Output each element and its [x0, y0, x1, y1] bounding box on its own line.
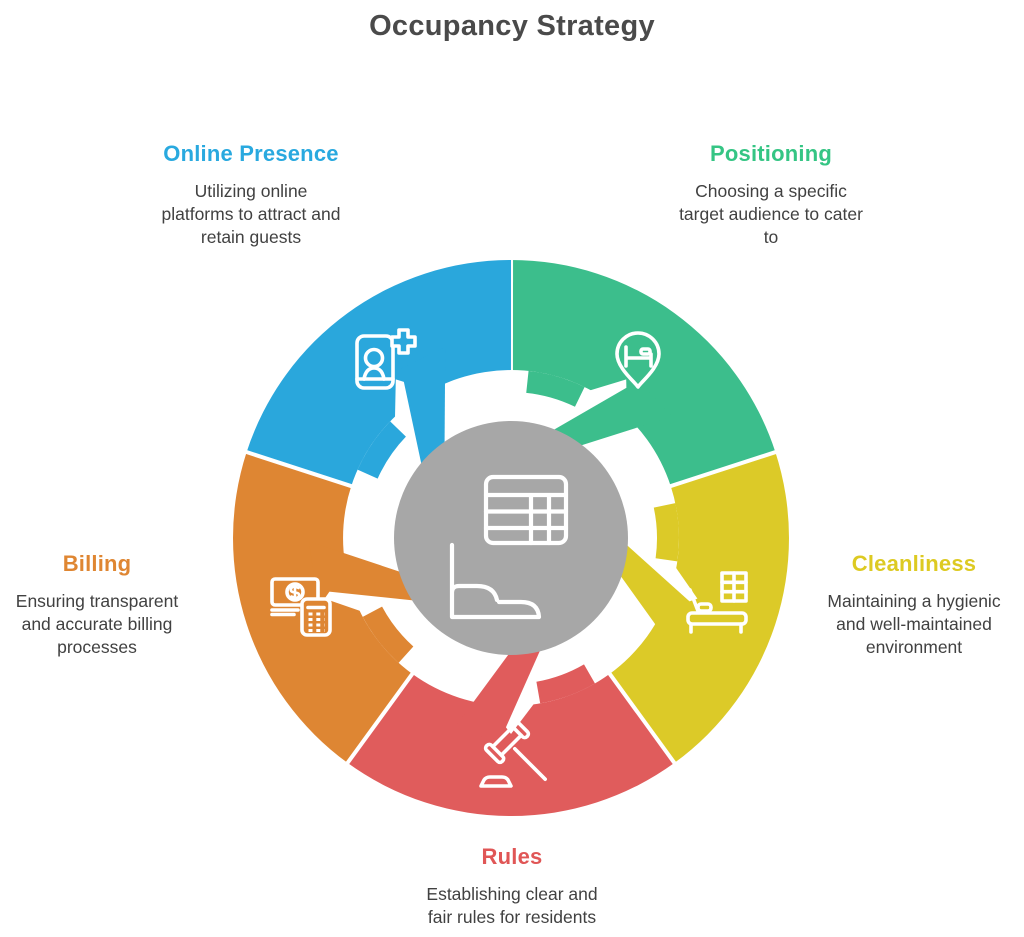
- description-line: retain guests: [200, 227, 302, 248]
- pin-outline: [615, 331, 661, 389]
- description-line: to: [763, 227, 779, 248]
- description-line: platforms to attract and: [161, 204, 341, 225]
- group-title: Online Presence: [163, 141, 339, 166]
- guest-shoulders: [362, 366, 386, 381]
- bed-icon: [449, 542, 542, 620]
- group-description: Choosing a specific target audience to c…: [642, 180, 900, 249]
- gavel-base: [479, 775, 513, 788]
- group-title: Cleanliness: [851, 551, 977, 576]
- window-grid: [720, 571, 748, 603]
- guest-card-outline: [355, 334, 395, 390]
- money-calculator-icon: [270, 577, 332, 637]
- page-title: Occupancy Strategy: [369, 10, 655, 42]
- bed-legs: [689, 622, 743, 634]
- group-title: Positioning: [710, 141, 832, 166]
- bed-window-icon: [686, 571, 748, 634]
- group-title: Billing: [62, 551, 132, 576]
- center-circle: [394, 421, 628, 655]
- banknote-stack-lines: [270, 608, 300, 617]
- pin-bed-lines: [624, 345, 653, 368]
- calculator-keys: [308, 612, 325, 632]
- label-cleanliness: Cleanliness Maintaining a hygienic and w…: [804, 551, 1024, 659]
- pin-bed-pillow: [639, 347, 652, 356]
- group-description: Ensuring transparent and accurate billin…: [0, 590, 194, 659]
- dollar-circle: [285, 582, 305, 602]
- description-line: target audience to cater: [679, 204, 863, 225]
- gavel-head: [483, 717, 547, 781]
- plus-icon: [390, 328, 417, 355]
- label-rules: Rules Establishing clear and fair rules …: [368, 844, 656, 929]
- description-line: environment: [865, 637, 963, 658]
- banknote-outline: [270, 577, 320, 607]
- description-line: Maintaining a hygienic: [827, 591, 1001, 611]
- dollar-sign: [289, 584, 301, 600]
- gavel-handle: [512, 746, 547, 781]
- description-line: and well-maintained: [836, 614, 992, 635]
- bed-location-pin-icon: [615, 331, 661, 389]
- description-line: Utilizing online: [194, 181, 308, 201]
- gavel-icon: [479, 717, 547, 788]
- description-line: fair rules for residents: [427, 907, 597, 928]
- group-description: Establishing clear and fair rules for re…: [368, 883, 656, 929]
- label-billing: Billing Ensuring transparent and accurat…: [0, 551, 194, 659]
- description-line: Ensuring transparent: [15, 591, 179, 611]
- group-description: Maintaining a hygienic and well-maintain…: [804, 590, 1024, 659]
- group-description: Utilizing online platforms to attract an…: [120, 180, 382, 249]
- table-grid-lines: [483, 492, 569, 546]
- calculator-body: [300, 597, 332, 637]
- group-title: Rules: [481, 844, 543, 869]
- bed-mattress: [686, 611, 748, 626]
- description-line: processes: [57, 637, 137, 658]
- occupancy-table-bed-icon: [449, 474, 569, 620]
- bed-pillow: [696, 602, 713, 613]
- description-line: Establishing clear and: [426, 884, 598, 904]
- description-line: Choosing a specific: [695, 181, 847, 201]
- add-guest-card-icon: [355, 328, 417, 390]
- label-positioning: Positioning Choosing a specific target a…: [642, 141, 900, 249]
- description-line: and accurate billing: [21, 614, 173, 635]
- label-online-presence: Online Presence Utilizing online platfor…: [120, 141, 382, 249]
